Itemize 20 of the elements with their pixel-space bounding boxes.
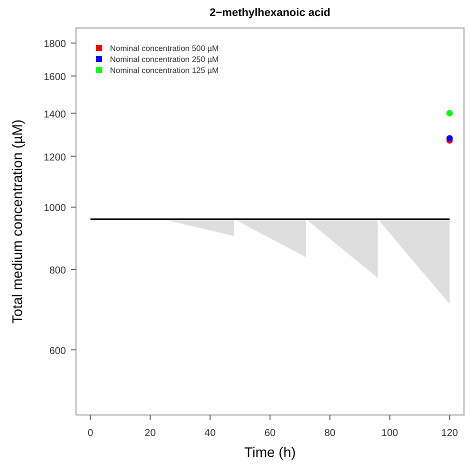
x-axis-title: Time (h)	[244, 444, 296, 460]
y-tick-label: 800	[49, 265, 66, 276]
legend-label: Nominal concentration 125 µM	[110, 66, 219, 75]
legend-label: Nominal concentration 250 µM	[110, 55, 219, 64]
y-tick-label: 1600	[44, 72, 66, 83]
chart-title: 2−methylhexanoic acid	[210, 7, 330, 19]
x-tick-label: 0	[88, 428, 94, 439]
y-tick-label: 1800	[44, 39, 66, 50]
x-tick-label: 80	[324, 428, 336, 439]
x-tick-label: 120	[441, 428, 458, 439]
y-tick-label: 600	[49, 346, 66, 357]
x-tick-label: 100	[381, 428, 399, 439]
y-tick-label: 1000	[44, 203, 66, 214]
y-tick-label: 1200	[44, 152, 66, 164]
x-tick-label: 20	[144, 428, 156, 439]
legend-label: Nominal concentration 500 µM	[110, 44, 219, 53]
x-tick-label: 40	[204, 428, 216, 439]
x-tick-label: 60	[264, 428, 276, 439]
y-tick-label: 1400	[44, 109, 66, 120]
y-axis-title: Total medium concentration (µM)	[9, 119, 25, 324]
